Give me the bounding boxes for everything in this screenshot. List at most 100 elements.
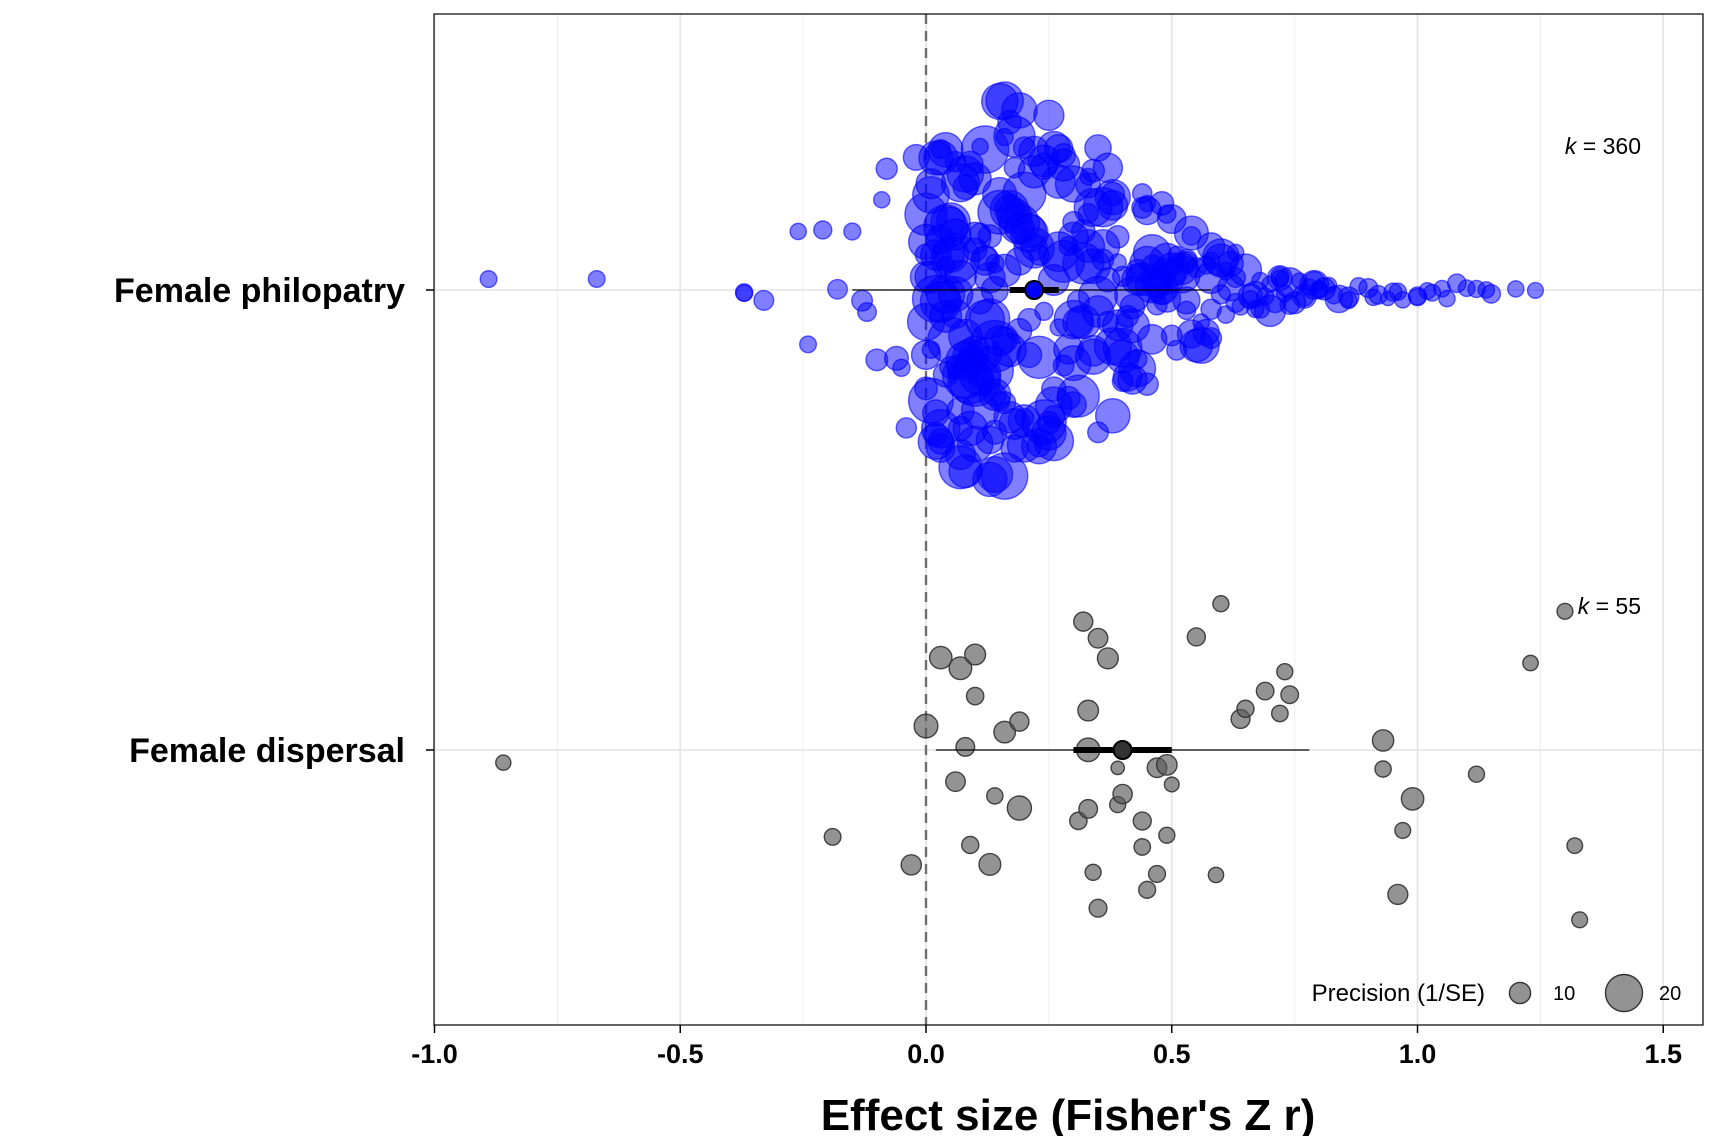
y-axis-label: Female dispersal <box>129 732 405 770</box>
k-label: k = 360 <box>1565 133 1641 159</box>
data-point <box>1017 307 1042 332</box>
data-point <box>799 335 818 354</box>
data-point <box>1526 281 1545 300</box>
legend-key-label: 20 <box>1659 983 1681 1005</box>
data-point <box>735 284 754 303</box>
panel-border <box>433 13 1704 1026</box>
mean-estimate <box>1024 280 1045 300</box>
data-point <box>1033 99 1065 132</box>
data-point <box>1009 711 1030 732</box>
data-point <box>1009 213 1049 253</box>
data-point <box>914 376 938 401</box>
data-point <box>1280 685 1300 705</box>
data-point <box>938 445 983 490</box>
data-point <box>1155 753 1178 776</box>
data-point <box>1077 334 1110 367</box>
data-point <box>789 222 808 241</box>
data-point <box>1310 281 1329 300</box>
data-point <box>998 407 1031 440</box>
data-point <box>1026 433 1052 458</box>
data-point <box>1400 786 1425 811</box>
data-point <box>978 852 1002 877</box>
data-point <box>1138 880 1157 899</box>
data-point <box>1374 760 1392 778</box>
data-point <box>969 298 1011 340</box>
data-point <box>1457 279 1476 298</box>
data-point <box>1112 783 1133 805</box>
data-point <box>1088 898 1108 918</box>
data-point <box>875 157 898 180</box>
data-point <box>993 720 1017 744</box>
legend-title: Precision (1/SE) <box>1312 980 1485 1007</box>
data-point <box>1556 602 1574 620</box>
data-point <box>1087 421 1110 444</box>
data-point <box>1438 289 1456 308</box>
data-point <box>823 827 842 846</box>
data-point <box>1147 864 1167 884</box>
x-tick-label: 1.0 <box>1399 1039 1437 1069</box>
data-point <box>895 417 918 439</box>
data-point <box>1270 704 1289 723</box>
y-axis: Female philopatry Female dispersal <box>114 272 434 770</box>
data-point <box>1133 838 1152 856</box>
data-point <box>1255 681 1275 701</box>
data-point <box>980 452 1029 500</box>
data-point <box>1163 776 1180 793</box>
data-point <box>1075 172 1102 199</box>
data-point <box>1077 275 1119 316</box>
data-point <box>1216 261 1236 281</box>
data-point <box>872 191 891 209</box>
data-point <box>1394 821 1412 840</box>
data-point <box>495 754 512 771</box>
data-point <box>927 428 954 455</box>
data-point <box>1364 288 1383 307</box>
data-point <box>1117 364 1148 395</box>
data-point <box>1078 798 1099 819</box>
k-label: k = 55 <box>1578 593 1641 619</box>
data-point <box>971 244 999 272</box>
data-point <box>1522 654 1539 672</box>
data-groups: k = 360 k = 55 <box>479 81 1641 929</box>
data-point <box>1507 280 1525 298</box>
data-point <box>1006 795 1033 821</box>
data-point <box>1017 155 1051 189</box>
data-point <box>1339 291 1358 310</box>
data-point <box>909 260 943 294</box>
data-point <box>960 835 980 855</box>
group-female-philopatry: k = 360 <box>479 81 1641 500</box>
data-point <box>479 270 498 289</box>
data-point <box>1186 627 1207 647</box>
data-point <box>1176 319 1207 349</box>
data-point <box>1111 265 1134 288</box>
data-point <box>952 410 989 447</box>
data-point <box>915 168 947 200</box>
data-point <box>948 656 973 681</box>
data-point <box>1276 662 1294 681</box>
data-point <box>1387 883 1409 906</box>
data-point <box>1571 911 1589 929</box>
data-point <box>813 220 833 240</box>
data-point <box>1176 300 1197 321</box>
data-point <box>1477 281 1496 299</box>
data-point <box>906 302 946 342</box>
data-point <box>945 771 966 793</box>
data-point <box>1073 611 1094 632</box>
data-point <box>587 269 606 288</box>
data-point <box>753 289 775 311</box>
data-point <box>1158 826 1176 844</box>
data-point <box>1131 183 1153 204</box>
data-point <box>1097 189 1129 221</box>
x-axis: -1.0 -0.5 0.0 0.5 1.0 1.5 <box>411 1025 1682 1069</box>
x-tick-label: -1.0 <box>411 1039 458 1069</box>
group-female-dispersal: k = 55 <box>495 593 1641 929</box>
data-point <box>1270 269 1290 288</box>
data-point <box>1084 863 1102 881</box>
data-point <box>1236 699 1255 719</box>
data-point <box>1077 699 1100 722</box>
data-point <box>1467 765 1486 783</box>
data-point <box>1042 404 1066 428</box>
data-point <box>928 645 953 670</box>
data-point <box>945 340 986 381</box>
legend-key-circle <box>1508 981 1532 1005</box>
